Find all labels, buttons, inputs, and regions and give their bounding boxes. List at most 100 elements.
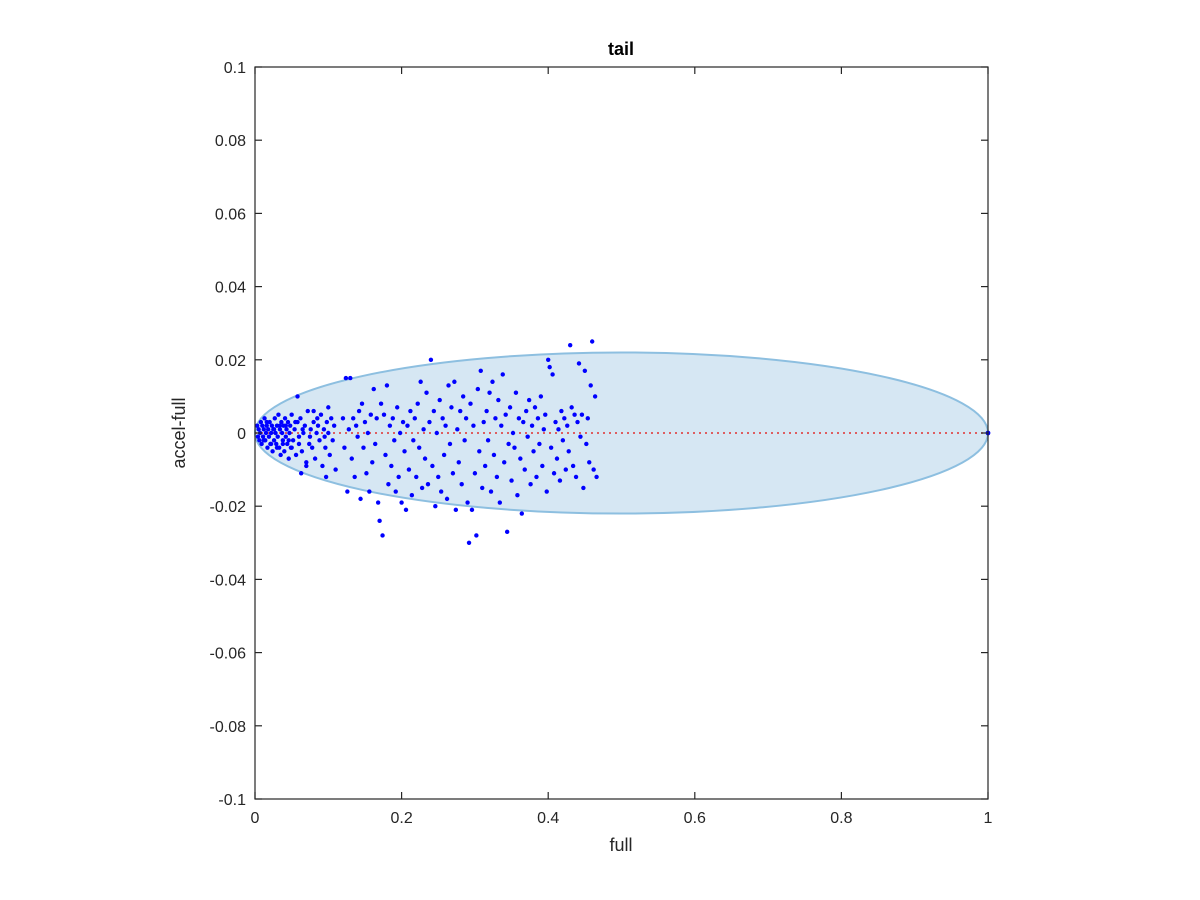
axes: 0 0.2 0.4 0.6 0.8 1 -0.1 -0.08 -0.06 -0.04 -0.02 0 0… <box>210 60 993 827</box>
data-point <box>438 489 444 494</box>
data-point <box>541 427 547 432</box>
data-point <box>307 434 313 439</box>
data-point <box>452 379 457 384</box>
data-point <box>279 419 284 425</box>
data-point <box>362 419 368 425</box>
data-point <box>279 430 285 436</box>
y-tick-label: 0.02 <box>215 353 246 370</box>
data-point <box>584 441 589 447</box>
data-point <box>268 441 274 447</box>
data-point <box>572 412 577 417</box>
data-point <box>424 390 429 395</box>
data-point <box>573 474 579 480</box>
data-point <box>471 423 476 428</box>
data-point <box>551 471 557 476</box>
data-point <box>351 416 356 421</box>
data-point <box>509 478 514 483</box>
data-point <box>329 416 334 421</box>
data-point <box>570 463 576 469</box>
data-point <box>356 408 362 414</box>
data-point <box>456 460 461 465</box>
data-point <box>507 405 513 410</box>
y-tick-label: 0.06 <box>215 206 246 223</box>
data-point <box>274 445 280 450</box>
data-point <box>525 434 530 439</box>
data-point <box>466 540 472 545</box>
data-point <box>510 430 516 436</box>
data-point <box>395 405 400 410</box>
data-point <box>474 533 479 538</box>
data-point <box>331 423 337 428</box>
data-point <box>494 474 500 480</box>
data-point <box>462 438 467 443</box>
data-point <box>587 460 592 465</box>
data-point <box>352 474 357 480</box>
data-point <box>535 416 541 421</box>
data-point <box>381 412 387 417</box>
data-point <box>390 416 396 421</box>
data-point <box>307 441 312 447</box>
data-point <box>389 463 394 469</box>
data-point <box>490 379 495 384</box>
data-point <box>409 493 415 498</box>
data-point <box>392 438 397 443</box>
data-point <box>556 427 561 432</box>
data-point <box>295 394 300 399</box>
data-point <box>265 445 270 450</box>
data-point <box>418 379 423 384</box>
data-point <box>415 401 420 406</box>
data-point <box>534 474 539 480</box>
data-point <box>504 529 510 535</box>
data-point <box>513 390 519 395</box>
data-point <box>594 474 599 480</box>
data-point <box>300 427 305 432</box>
data-point <box>283 423 288 428</box>
data-point <box>304 460 309 465</box>
y-tick-label: 0.04 <box>215 280 246 297</box>
data-point <box>582 368 588 373</box>
data-point <box>261 438 266 443</box>
data-point <box>532 405 538 410</box>
data-point <box>468 401 473 406</box>
data-point <box>406 467 412 472</box>
data-point <box>280 438 286 443</box>
data-point <box>460 394 466 399</box>
data-point <box>271 438 277 443</box>
data-point <box>475 386 481 392</box>
chart-title: tail <box>608 39 634 59</box>
data-point <box>431 408 437 414</box>
data-point <box>358 496 363 502</box>
data-point <box>286 456 291 461</box>
data-point <box>487 390 492 395</box>
data-point <box>364 471 369 476</box>
data-point <box>308 427 313 432</box>
data-point <box>548 445 554 450</box>
data-point <box>370 460 375 465</box>
data-point <box>591 467 596 472</box>
y-tick-label: -0.02 <box>210 499 247 516</box>
data-point <box>321 427 327 432</box>
data-point <box>377 518 382 524</box>
data-point <box>469 507 475 513</box>
data-point <box>298 471 304 476</box>
data-point <box>421 427 426 432</box>
data-point <box>576 361 582 366</box>
data-point <box>529 423 535 428</box>
data-point <box>480 485 485 491</box>
data-point <box>264 423 269 428</box>
data-point <box>491 452 497 458</box>
data-point <box>447 441 453 447</box>
data-point <box>304 463 309 469</box>
data-point <box>387 423 393 428</box>
data-point <box>323 445 328 450</box>
data-point <box>384 383 390 388</box>
data-point <box>565 423 570 428</box>
data-point <box>500 372 505 377</box>
data-point <box>293 452 299 458</box>
data-point <box>453 507 459 513</box>
x-axis-label: full <box>609 835 632 855</box>
data-point <box>478 368 483 373</box>
data-point <box>289 412 294 417</box>
data-point <box>277 427 283 432</box>
data-point <box>408 408 413 414</box>
